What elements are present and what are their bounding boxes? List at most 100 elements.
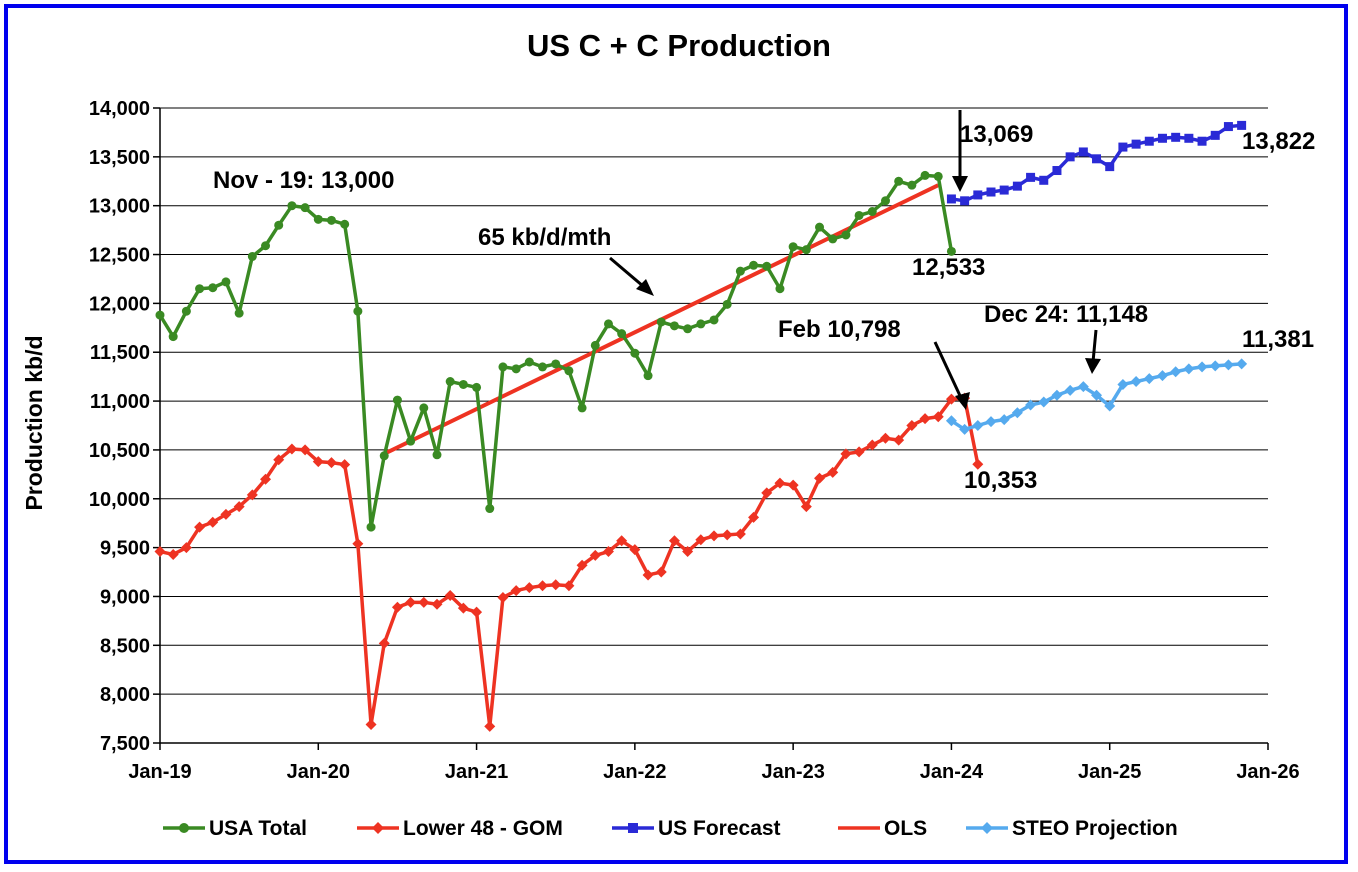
annotation-steo-start: Feb 10,798 [778,316,901,343]
data-point [1025,399,1037,411]
x-tick-label: Jan-26 [1236,761,1299,783]
y-tick-labels: 7,500 8,000 8,500 9,000 9,500 10,000 10,500 11,… [89,98,150,755]
legend-item-usa-total: USA Total [163,817,307,840]
data-point [696,319,706,329]
data-point [444,589,456,601]
data-point [734,528,746,540]
y-tick-label: 10,500 [89,440,150,462]
data-point [1064,384,1076,396]
data-point [656,317,666,327]
data-point [907,180,917,190]
annotation-steo-end: 11,381 [1242,326,1314,353]
data-point [655,566,667,578]
x-tick-label: Jan-25 [1078,761,1141,783]
data-point [312,456,324,468]
data-point [668,535,680,547]
y-tick-label: 14,000 [89,98,150,120]
data-point [986,187,996,197]
data-point [1118,142,1128,152]
data-point [1209,360,1221,372]
data-point [458,379,468,389]
data-point [1026,172,1036,182]
data-point [945,393,957,405]
data-point [405,596,417,608]
data-point [208,283,218,293]
data-point [378,637,390,649]
data-point [840,448,852,460]
data-point [274,220,284,230]
data-point [300,203,310,213]
data-point [828,234,838,244]
series-line [159,396,980,729]
series-usa-total [155,170,956,532]
data-point [510,585,522,597]
data-point [181,306,191,316]
data-point [998,414,1010,426]
data-point [247,251,257,261]
data-point [167,548,179,560]
data-point [827,466,839,478]
data-point [286,443,298,455]
annotation-usa-latest: 12,533 [912,254,985,281]
data-point [787,479,799,491]
data-point [867,207,877,217]
data-point [801,245,811,255]
data-point [325,457,337,469]
data-point [1104,400,1116,412]
data-point [749,260,759,270]
annotation-steo-dec24: Dec 24: 11,148 [984,301,1148,328]
data-point [550,579,562,591]
annotation-ols-slope: 65 kb/d/mth [478,224,611,251]
data-point [576,559,588,571]
arrow-steo-start-head [955,392,970,410]
data-point [669,321,679,331]
data-point [748,511,760,523]
data-point [630,348,640,358]
legend-label: US Forecast [658,817,781,840]
y-tick-label: 10,000 [89,489,150,511]
annotation-forecast-start: 13,069 [960,121,1033,148]
data-point [960,196,970,206]
data-point [498,362,508,372]
data-point [722,299,732,309]
x-tick-label: Jan-19 [128,761,191,783]
data-point [1131,139,1141,149]
data-point [432,450,442,460]
data-point [682,546,694,558]
legend: USA Total Lower 48 - GOM US Forecast OLS STE… [163,817,1178,840]
data-point [1143,373,1155,385]
y-tick-label: 9,500 [100,538,150,560]
legend-item-lower-48-gom: Lower 48 - GOM [357,817,563,840]
y-axis-label: Production kb/d [21,335,47,510]
data-point [340,219,350,229]
data-point [761,487,773,499]
data-point [194,521,206,533]
data-point [273,454,285,466]
y-tick-label: 8,500 [100,635,150,657]
data-point [365,718,377,730]
data-point [1223,122,1233,132]
data-point [695,534,707,546]
data-point [932,411,944,423]
y-tick-label: 11,500 [90,342,150,364]
data-point [945,415,957,427]
data-point [537,580,549,592]
data-point [1051,389,1063,401]
x-tick-label: Jan-23 [761,761,824,783]
data-point [220,508,232,520]
data-point [221,277,231,287]
x-tick-label: Jan-20 [287,761,350,783]
data-point [788,242,798,252]
data-point [563,580,575,592]
data-point [538,362,548,372]
data-point [391,601,403,613]
data-point [366,522,376,532]
y-tick-label: 12,000 [89,293,150,315]
data-point [617,329,627,339]
data-point [643,371,653,381]
data-point [1038,396,1050,408]
data-point [735,266,745,276]
data-point [1117,378,1129,390]
axes [153,107,1269,750]
data-point [1039,175,1049,185]
